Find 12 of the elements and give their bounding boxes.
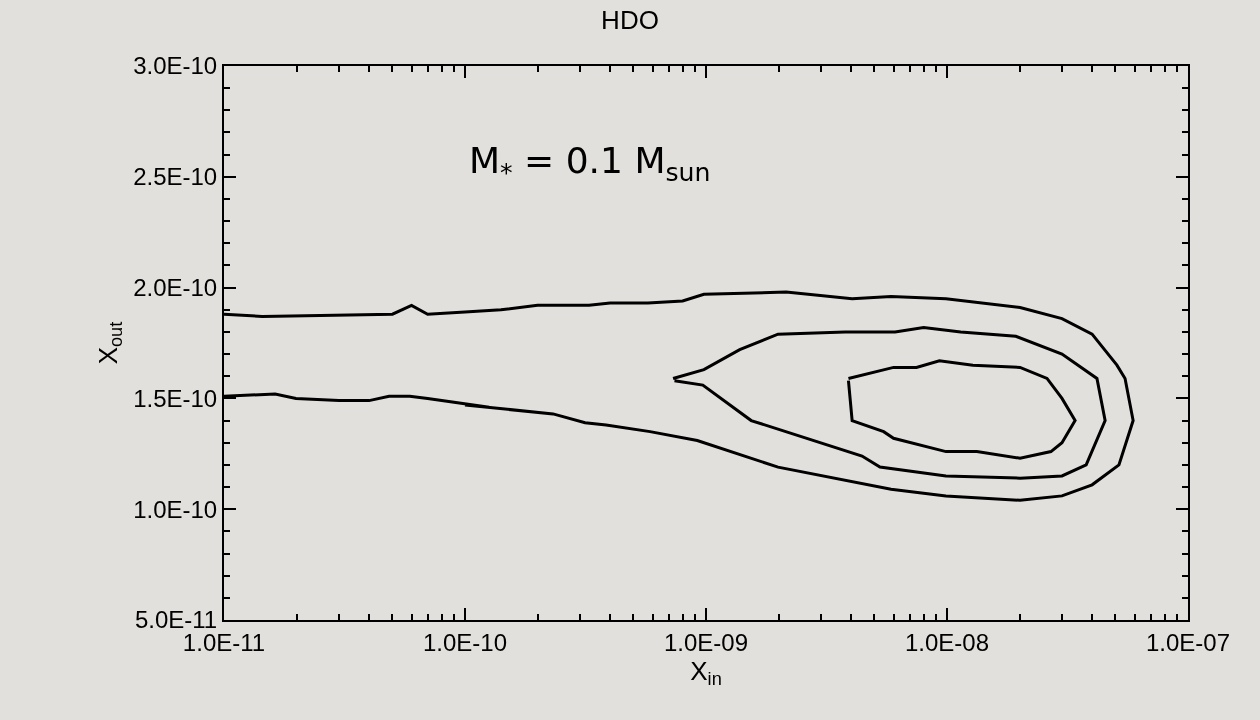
y-tick-label: 2.5E-10 [133,163,218,191]
x-tick-label: 1.0E-09 [663,628,749,656]
y-tick-label: 3.0E-10 [133,52,218,80]
x-tick-label: 1.0E-10 [422,628,508,656]
y-tick-label: 2.0E-10 [133,274,218,301]
x-tick-label: 1.0E-08 [904,628,990,656]
annotation: M$_{*}$ = 0.1 M$_{sun}$ [469,140,711,187]
y-tick-label: 1.0E-10 [133,495,218,523]
x-axis-title: X$_{in}$ [690,655,722,690]
chart-title: HDO [601,5,659,35]
x-tick-label: 1.0E-07 [1145,628,1231,656]
y-tick-label: 1.5E-10 [133,384,218,412]
